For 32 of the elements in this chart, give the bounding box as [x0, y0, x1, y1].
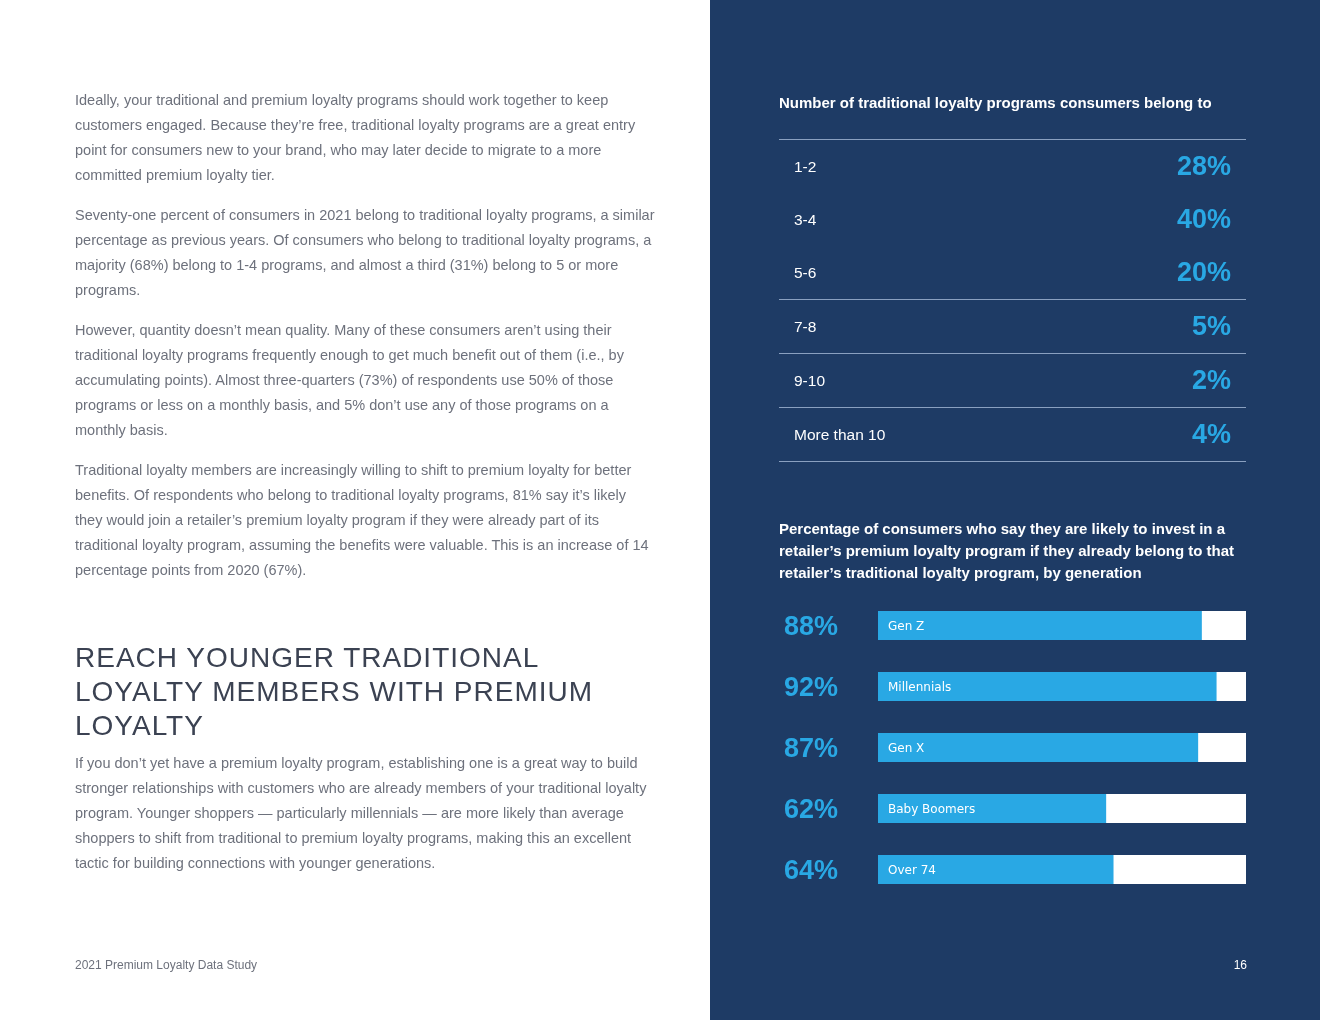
- text: 4%: [1191, 419, 1231, 449]
- category-label: 3-4: [794, 210, 817, 229]
- text: 28%: [1176, 151, 1231, 181]
- y-tick-label: Baby Boomers: [888, 801, 976, 816]
- data-label: 64%: [783, 854, 838, 885]
- text: REACH YOUNGER TRADITIONAL LOYALTY MEMBERS WITH PREMIUM LOYALTY: [75, 641, 595, 743]
- y-tick-label: Millennials: [888, 679, 952, 694]
- text: 2021 Premium Loyalty Data Study: [75, 958, 258, 972]
- text: 5%: [1191, 311, 1231, 341]
- category-label: 5-6: [794, 263, 817, 282]
- text: Traditional loyalty members are increasingly willing to shift to premium loyalty for better benefits. Of respondents who belong to traditional loyalty programs, 81% say it’s likely they would join a retailer’s premium loyalty program if they were already part of its traditional loyalty program, assuming the benefits were valuable. This is an increase of 14 percentage points from 2020 (67%).: [75, 461, 650, 580]
- category-label: More than 10: [794, 425, 886, 444]
- text: 20%: [1176, 257, 1231, 287]
- text: 40%: [1176, 204, 1231, 234]
- y-tick-label: Gen Z: [888, 618, 925, 633]
- text: Seventy-one percent of consumers in 2021 belong to traditional loyalty programs, a similar percentage as previous years. Of consumers who belong to traditional loyalty programs, a majority (68%) belong to 1-4 programs, and almost a third (31%) belong to 5 or more programs.: [75, 206, 655, 300]
- text: Ideally, your traditional and premium loyalty programs should work together to keep customers engaged. Because they’re free, traditional loyalty programs are a great entry point for consumers new to your brand, who may later decide to migrate to a more committed premium loyalty tier.: [75, 91, 637, 185]
- text: 16: [1233, 958, 1247, 972]
- text: If you don’t yet have a premium loyalty program, establishing one is a great way to build stronger relationships with customers who are already members of your traditional loyalty program. Younger shoppers — particularly millennials — are more likely than average shoppers to shift from traditional to premium loyalty programs, making this an excellent tactic for building connections with younger generations.: [75, 754, 648, 873]
- category-label: 7-8: [794, 317, 817, 336]
- text: However, quantity doesn’t mean quality. Many of these consumers aren’t using their traditional loyalty programs frequently enough to get much benefit out of them (i.e., by accumulating points). Almost three-quarters (73%) of respondents use 50% of those programs or less on a monthly basis, and 5% don’t use any of those programs on a monthly basis.: [75, 321, 625, 440]
- data-label: 88%: [783, 610, 838, 641]
- category-label: 9-10: [794, 371, 826, 390]
- y-tick-label: Gen X: [888, 740, 925, 755]
- data-label: 87%: [783, 732, 838, 763]
- chart-title: Percentage of consumers who say they are likely to invest in a retailer’s premium loyalty program if they already belong to that retailer’s traditional loyalty program, by generation: [779, 519, 1236, 583]
- category-label: 1-2: [794, 157, 817, 176]
- text: Number of traditional loyalty programs consumers belong to: [779, 94, 1213, 111]
- data-label: 92%: [783, 671, 838, 702]
- text: 2%: [1191, 365, 1231, 395]
- y-tick-label: Over 74: [888, 862, 936, 877]
- data-label: 62%: [783, 793, 838, 824]
